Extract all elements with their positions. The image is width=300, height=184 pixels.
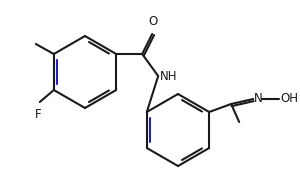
Text: N: N xyxy=(254,93,263,105)
Text: OH: OH xyxy=(280,93,298,105)
Text: F: F xyxy=(34,108,41,121)
Text: NH: NH xyxy=(160,70,178,84)
Text: O: O xyxy=(148,15,158,28)
